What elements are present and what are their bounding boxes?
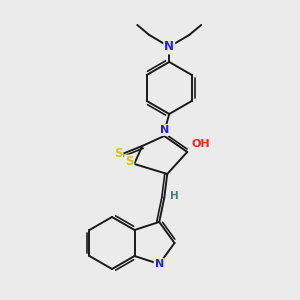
- Text: N: N: [164, 40, 174, 53]
- Text: S: S: [114, 148, 122, 160]
- Text: N: N: [154, 259, 164, 269]
- Text: OH: OH: [192, 139, 211, 149]
- Text: N: N: [160, 125, 169, 135]
- Text: S: S: [125, 155, 134, 169]
- Text: H: H: [170, 191, 178, 201]
